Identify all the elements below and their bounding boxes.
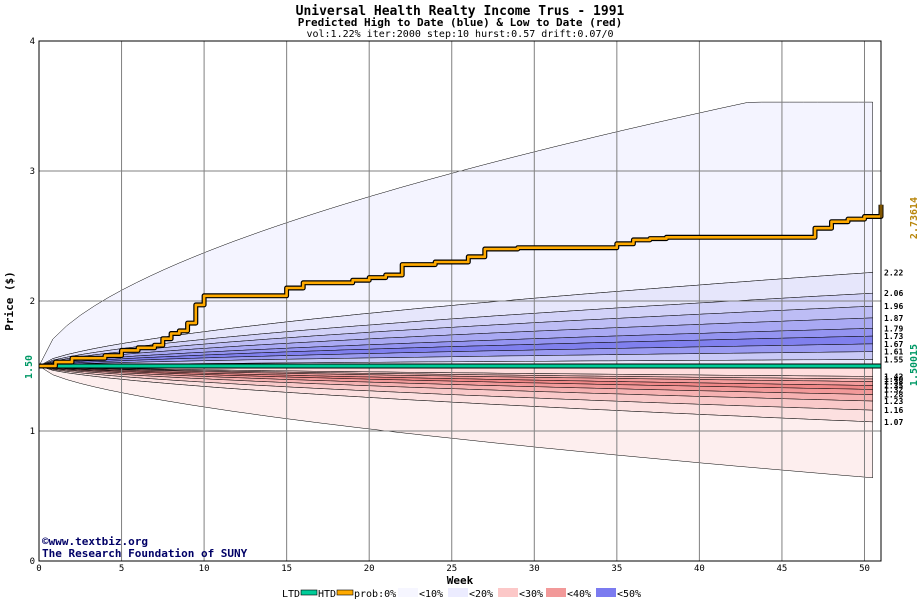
band-end-label-high: 2.06	[884, 289, 903, 298]
legend: LTD HTD prob:0% <10% <20% <30% <40% <50%	[282, 588, 641, 600]
band-end-label-low: 1.38	[884, 378, 903, 387]
legend-bin-swatch	[546, 588, 566, 597]
y-tick-label: 1	[30, 427, 35, 437]
legend-bin-swatch	[498, 588, 518, 597]
band-end-label-high: 2.22	[884, 268, 903, 277]
high-probability-bands	[38, 101, 873, 367]
band-end-label-low: 1.07	[884, 418, 903, 427]
x-axis-ticks: 0 5 10 15 20 25 30 35 40 45 50	[36, 564, 870, 574]
chart-subtitle: Predicted High to Date (blue) & Low to D…	[298, 16, 623, 29]
y-axis-label: Price ($)	[3, 271, 16, 331]
legend-bin-label: <30%	[519, 589, 543, 600]
legend-prob-label: prob:0%	[354, 589, 396, 600]
chart-parameters: vol:1.22% iter:2000 step:10 hurst:0.57 d…	[306, 29, 613, 40]
legend-bin-label: <20%	[469, 589, 493, 600]
legend-ltd-label: LTD	[282, 589, 300, 600]
y-tick-label: 2	[30, 297, 35, 307]
legend-bin-label: <40%	[567, 589, 591, 600]
band-end-label-high: 1.87	[884, 314, 903, 323]
band-end-label-high: 1.55	[884, 356, 903, 365]
right-low-marker: 1.50015	[909, 344, 920, 386]
x-tick-label: 30	[529, 564, 540, 574]
band-end-label-low: 1.28	[884, 391, 903, 400]
credit-site: ©www.textbiz.org	[42, 535, 148, 548]
x-tick-label: 25	[446, 564, 457, 574]
band-end-label-high: 1.96	[884, 302, 903, 311]
band-end-label-low: 1.42	[884, 372, 903, 381]
band-end-label-high: 1.61	[884, 348, 903, 357]
x-tick-label: 50	[859, 564, 870, 574]
start-price-label: 1.50	[24, 355, 35, 379]
y-tick-label: 0	[30, 557, 35, 567]
htd-line	[39, 204, 884, 369]
credit-organization: The Research Foundation of SUNY	[42, 547, 248, 560]
band-end-label-low: 1.23	[884, 397, 903, 406]
band-end-label-high: 1.73	[884, 332, 903, 341]
legend-bin-swatch	[448, 588, 468, 597]
band-end-labels: 2.22 2.06 1.96 1.871.791.731.671.611.55 1.42…	[884, 268, 903, 427]
y-tick-label: 3	[30, 167, 35, 177]
x-tick-label: 35	[611, 564, 622, 574]
band-end-label-high: 1.79	[884, 324, 903, 333]
legend-bin-label: <50%	[617, 589, 641, 600]
low-band	[38, 365, 873, 479]
y-axis-ticks: 0 1 2 3 4	[30, 37, 35, 567]
band-end-label-high: 1.67	[884, 340, 903, 349]
legend-bin-swatch	[398, 588, 418, 597]
y-tick-label: 4	[30, 37, 35, 47]
x-tick-label: 5	[119, 564, 124, 574]
legend-htd-swatch	[336, 589, 354, 596]
right-high-marker: 2.73614	[909, 197, 920, 239]
chart-title: Universal Health Realty Income Trus - 19…	[296, 4, 625, 19]
x-tick-label: 10	[199, 564, 210, 574]
legend-bin-label: <10%	[419, 589, 443, 600]
band-end-label-low: 1.16	[884, 406, 903, 415]
band-end-label-low: 1.40	[884, 375, 903, 384]
x-tick-label: 45	[777, 564, 788, 574]
x-tick-label: 0	[36, 564, 41, 574]
x-tick-label: 15	[281, 564, 292, 574]
gridlines	[39, 41, 881, 561]
legend-ltd-swatch	[300, 589, 318, 596]
low-probability-bands	[38, 365, 873, 479]
legend-htd-label: HTD	[318, 589, 336, 600]
x-axis-label: Week	[447, 574, 474, 587]
band-end-label-low: 1.35	[884, 382, 903, 391]
legend-bin-swatch	[596, 588, 616, 597]
x-tick-label: 40	[694, 564, 705, 574]
band-end-label-low: 1.32	[884, 385, 903, 394]
htd-line-stroke	[39, 204, 883, 368]
x-tick-label: 20	[364, 564, 375, 574]
